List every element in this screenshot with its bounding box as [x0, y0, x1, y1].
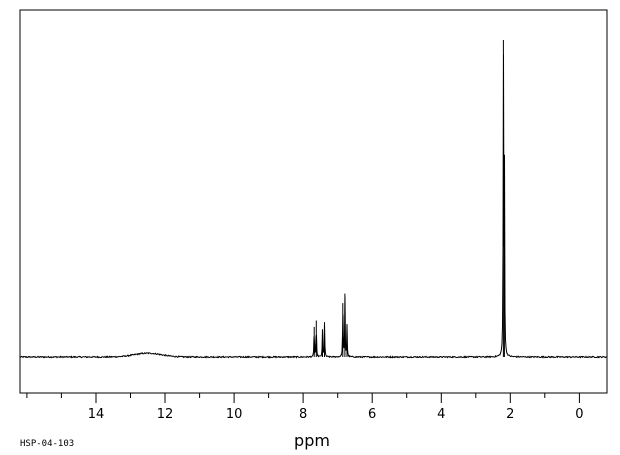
peak-marks-group [313, 40, 505, 357]
x-tick-label: 6 [368, 407, 376, 422]
x-tick-label: 8 [299, 407, 307, 422]
plot-frame [19, 9, 608, 394]
x-axis-tick-labels: 14 12 10 8 6 4 2 0 [88, 407, 584, 422]
x-tick-label: 10 [226, 407, 243, 422]
x-axis-major-ticks [95, 393, 580, 403]
x-tick-label: 2 [506, 407, 514, 422]
sample-id-label: HSP-04-103 [20, 439, 74, 449]
x-tick-label: 14 [88, 407, 105, 422]
x-tick-label: 4 [437, 407, 445, 422]
spectrum-trace-line [19, 54, 608, 359]
x-axis-title: ppm [294, 431, 330, 450]
x-tick-label: 12 [157, 407, 174, 422]
x-axis-minor-ticks [26, 393, 546, 398]
x-tick-label: 0 [575, 407, 583, 422]
